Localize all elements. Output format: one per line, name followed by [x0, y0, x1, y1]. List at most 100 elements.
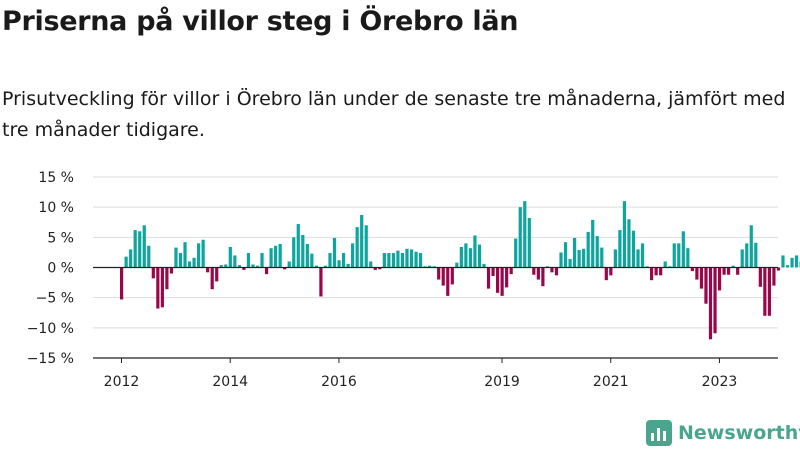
bar [754, 242, 758, 268]
bar [174, 247, 178, 268]
bar [328, 253, 332, 268]
bar [600, 247, 604, 268]
bar [360, 215, 364, 268]
bar [640, 243, 645, 268]
bar [414, 251, 418, 268]
bar [160, 267, 164, 308]
bar [165, 267, 169, 290]
bar [233, 255, 237, 268]
bar [727, 267, 731, 275]
bar [514, 238, 518, 268]
bar [699, 267, 704, 289]
bar [423, 266, 427, 268]
bar [124, 256, 128, 268]
bar [509, 267, 513, 275]
bar [518, 207, 522, 268]
bar [151, 267, 155, 279]
bar [781, 255, 785, 268]
bar [351, 243, 355, 268]
y-tick-label: −15 % [27, 351, 74, 367]
bar [147, 245, 151, 268]
bar [446, 267, 450, 296]
bar [278, 243, 282, 268]
bar [740, 249, 744, 268]
newsworthy-chart-icon [646, 420, 672, 446]
bar [477, 244, 482, 268]
bar [573, 237, 577, 268]
bar [668, 266, 672, 268]
x-tick-label: 2023 [702, 374, 738, 390]
bar [242, 267, 246, 270]
bar [301, 234, 305, 268]
bar [319, 267, 323, 297]
bar [776, 267, 781, 271]
bar [323, 265, 328, 268]
bar [269, 248, 273, 268]
bar [749, 225, 753, 268]
bar [541, 267, 545, 287]
y-tick-label: 15 % [38, 170, 74, 186]
bar [292, 237, 296, 268]
bar [169, 267, 174, 274]
bar [622, 201, 627, 268]
bar [722, 267, 726, 275]
bar [206, 267, 210, 273]
bar [586, 231, 590, 268]
bar [129, 249, 133, 268]
bar [704, 267, 708, 304]
bar [382, 253, 386, 268]
bar [473, 235, 477, 268]
bars [120, 201, 800, 340]
bar [500, 267, 504, 296]
y-tick-label: 5 % [47, 230, 74, 246]
bar [618, 230, 622, 268]
x-tick-label: 2012 [104, 374, 140, 390]
bar [237, 265, 241, 268]
bar [418, 253, 423, 268]
bar [790, 257, 794, 268]
bar [215, 267, 219, 282]
bar [491, 267, 495, 276]
bar [577, 250, 581, 268]
chart-subtitle: Prisutveckling för villor i Örebro län u… [2, 88, 786, 141]
bar [677, 243, 681, 268]
bar [120, 267, 124, 300]
bar [758, 267, 762, 287]
bar [332, 237, 337, 268]
bar [219, 265, 223, 268]
y-tick-label: 0 % [47, 261, 74, 277]
bar [274, 245, 278, 268]
bar [183, 242, 187, 268]
bar [482, 263, 486, 268]
bar [545, 266, 550, 268]
bar [197, 243, 201, 268]
bar [772, 267, 776, 286]
bar [663, 261, 667, 268]
bar [690, 267, 694, 272]
x-tick-label: 2019 [484, 374, 520, 390]
bar [437, 267, 441, 280]
bar [459, 246, 463, 268]
bar [296, 224, 300, 268]
bar [681, 231, 685, 268]
bar [713, 267, 717, 334]
bar [378, 267, 382, 270]
bar [568, 259, 572, 268]
bar [595, 236, 599, 268]
x-tick-label: 2016 [321, 374, 357, 390]
bar [178, 253, 183, 268]
x-tick-label: 2014 [212, 374, 248, 390]
bar [609, 267, 613, 276]
bar [505, 267, 509, 288]
bar [283, 267, 287, 270]
bar [559, 252, 563, 268]
y-tick-label: −5 % [36, 291, 74, 307]
bar [187, 261, 192, 268]
bar [763, 267, 767, 316]
x-axis [93, 266, 778, 359]
bar [310, 253, 314, 268]
bar [554, 267, 559, 276]
bar [464, 243, 468, 268]
bar [650, 267, 654, 281]
